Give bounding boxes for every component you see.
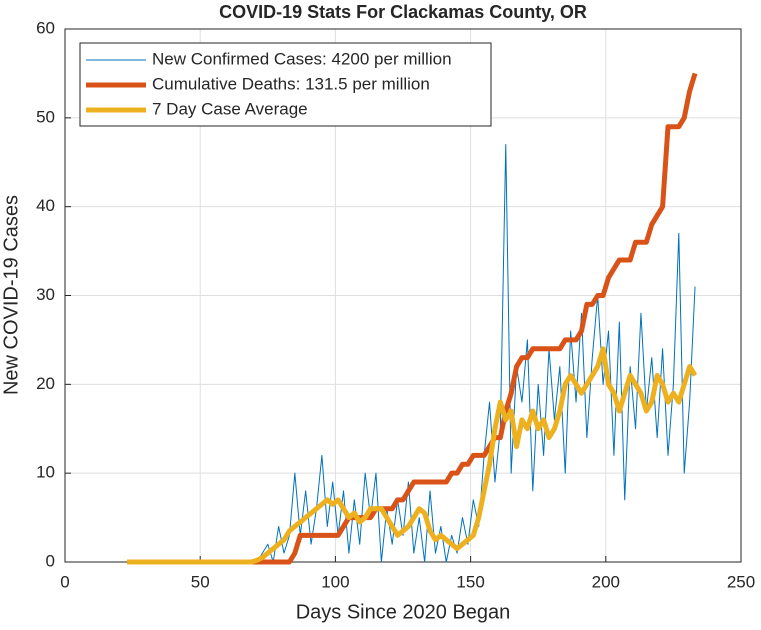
series-line xyxy=(127,346,698,565)
x-tick-label: 200 xyxy=(592,572,620,591)
chart-title: COVID-19 Stats For Clackamas County, OR xyxy=(219,2,587,22)
x-axis-label: Days Since 2020 Began xyxy=(296,601,511,623)
x-tick-label: 250 xyxy=(727,572,755,591)
legend-label: Cumulative Deaths: 131.5 per million xyxy=(152,74,430,93)
x-tick-label: 50 xyxy=(191,572,210,591)
y-tick-label: 10 xyxy=(36,463,55,482)
y-tick-label: 0 xyxy=(46,551,55,570)
plot-frame xyxy=(64,28,742,563)
y-tick-label: 50 xyxy=(36,107,55,126)
legend-label: 7 Day Case Average xyxy=(152,99,308,118)
x-tick-label: 150 xyxy=(456,572,484,591)
y-tick-label: 60 xyxy=(36,18,55,37)
y-tick-label: 30 xyxy=(36,285,55,304)
legend-box xyxy=(79,42,492,127)
y-tick-label: 40 xyxy=(36,196,55,215)
y-tick-label: 20 xyxy=(36,374,55,393)
x-tick-label: 0 xyxy=(60,572,69,591)
legend-label: New Confirmed Cases: 4200 per million xyxy=(152,49,452,68)
y-axis-label: New COVID-19 Cases xyxy=(0,195,22,395)
x-tick-label: 100 xyxy=(321,572,349,591)
